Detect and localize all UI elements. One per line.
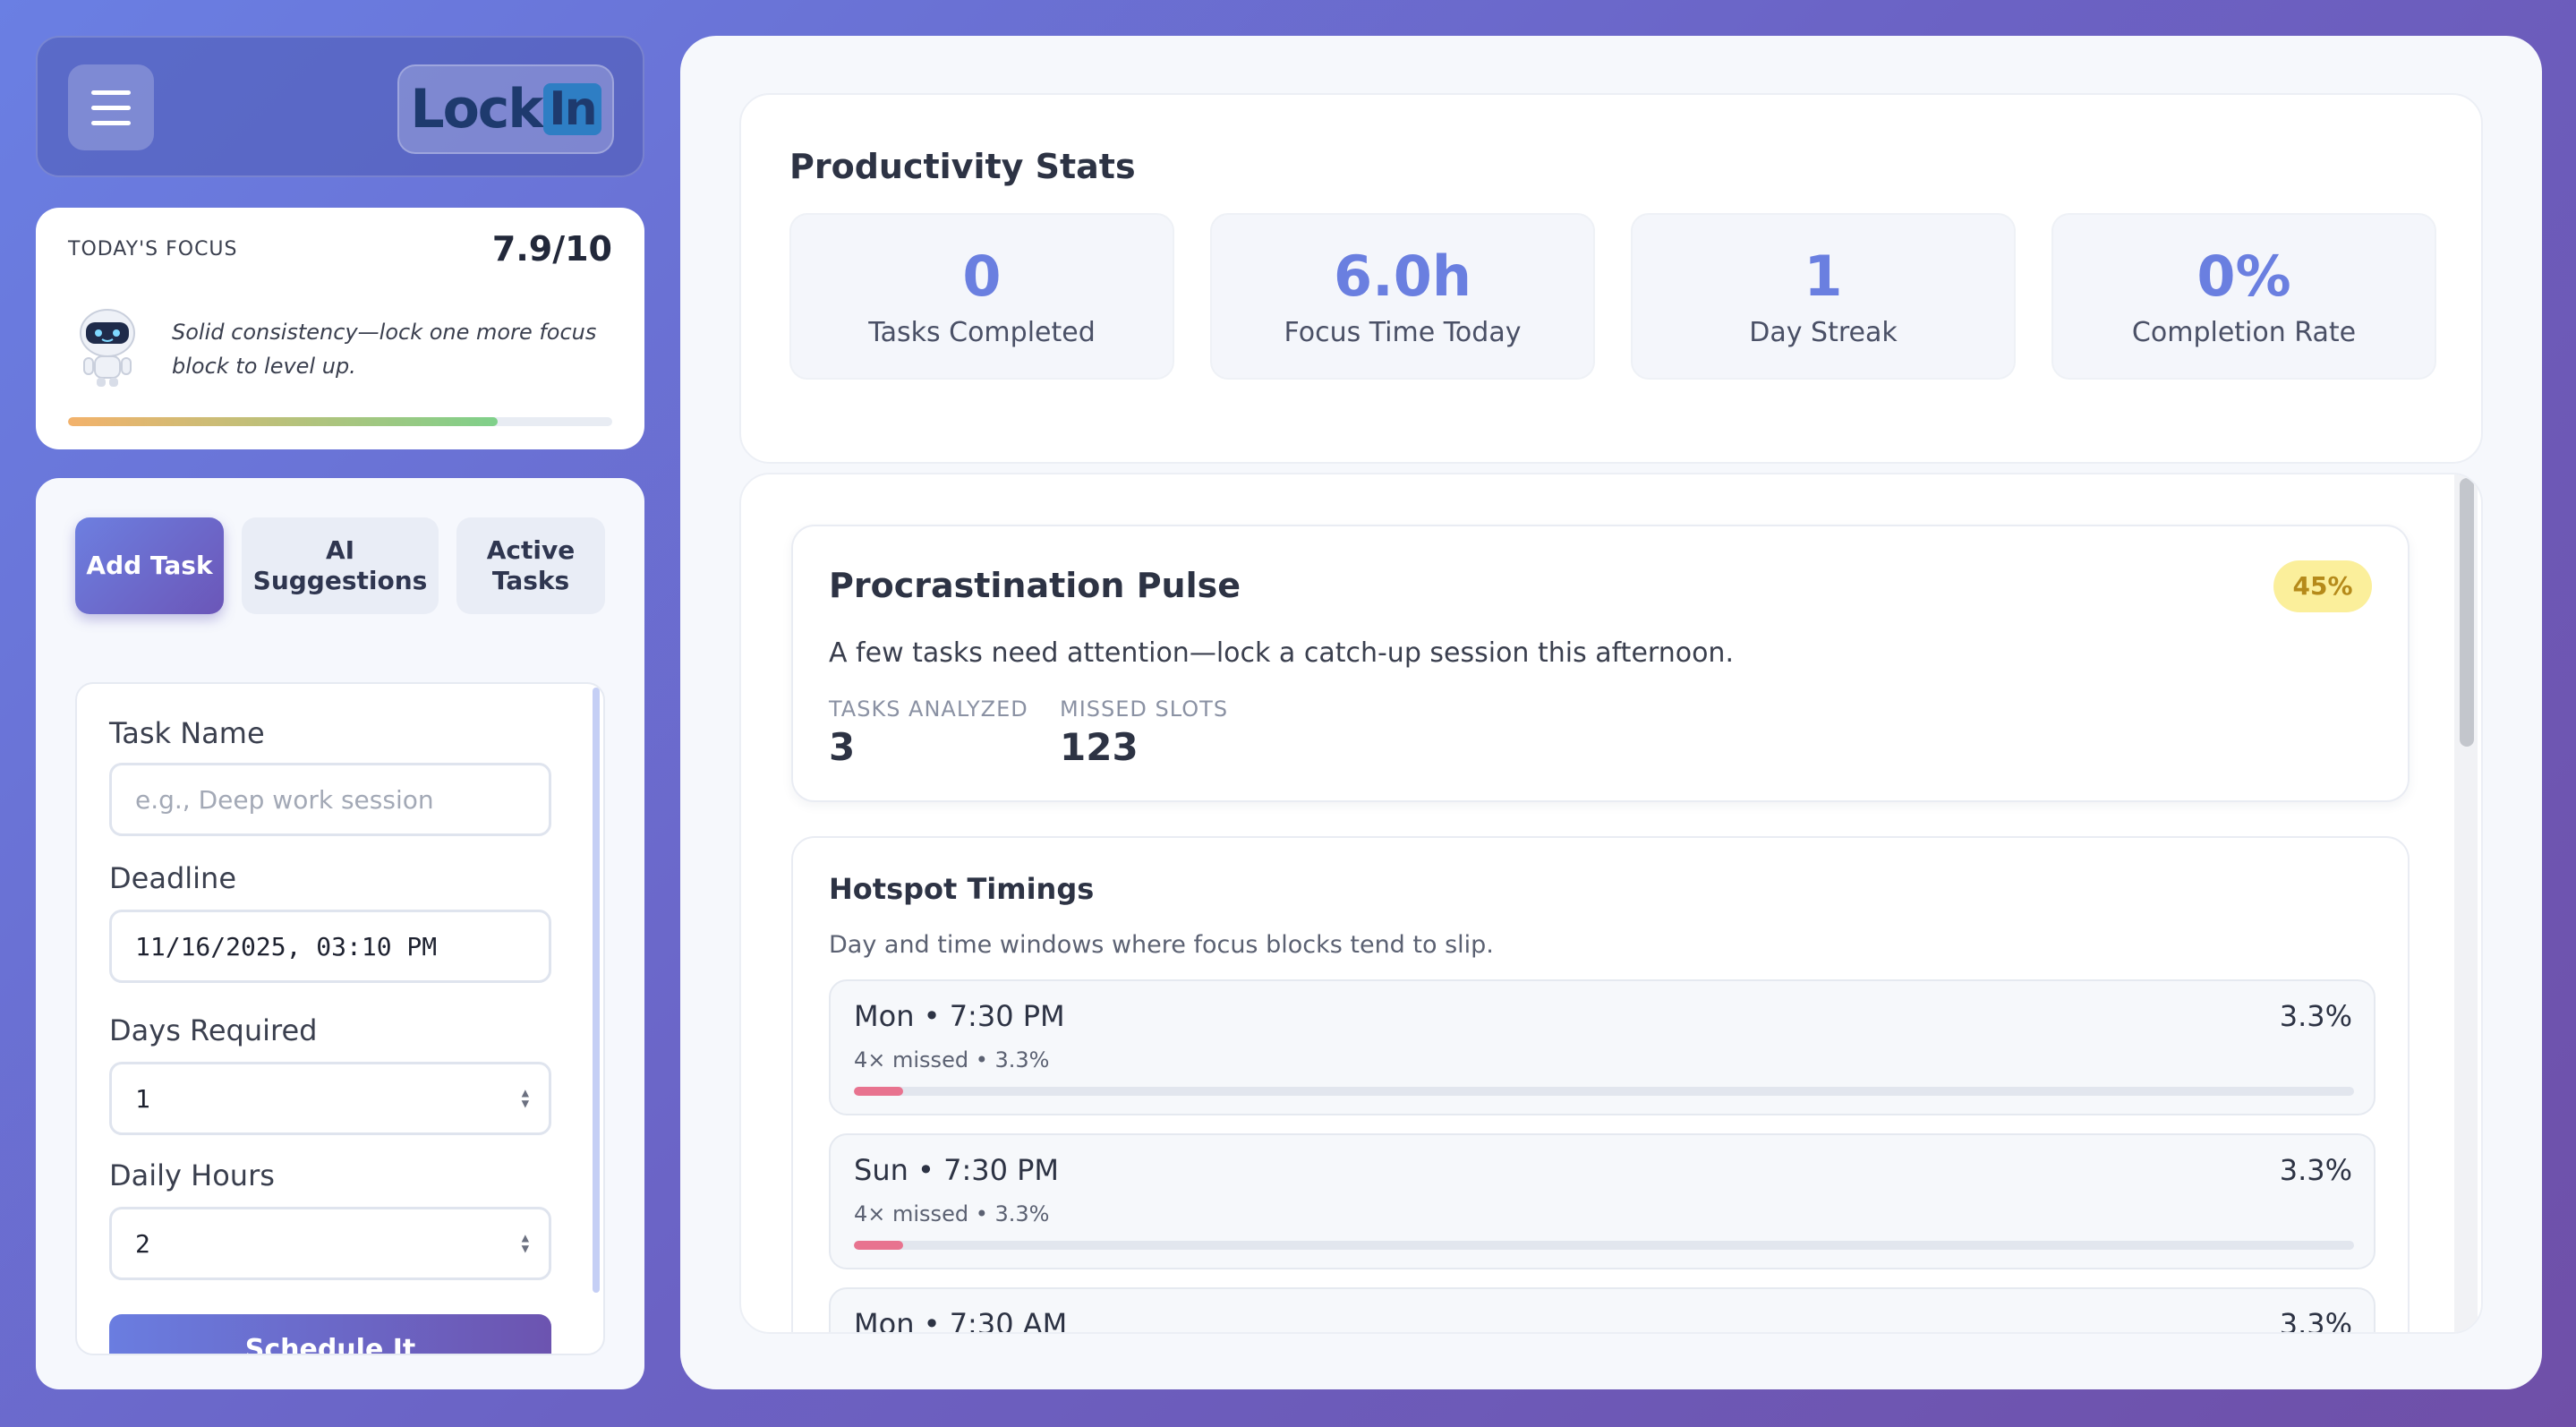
- hotspot-bar-fill: [854, 1241, 904, 1250]
- focus-label: TODAY'S FOCUS: [68, 238, 238, 261]
- task-name-input[interactable]: e.g., Deep work session: [109, 763, 551, 836]
- hotspot-item: Mon • 7:30 AM 3.3%: [829, 1287, 2376, 1334]
- productivity-stats-card: Productivity Stats 0 Tasks Completed 6.0…: [739, 93, 2483, 464]
- stat-focus-time: 6.0h Focus Time Today: [1210, 213, 1595, 380]
- logo-word: Lock: [410, 78, 543, 141]
- hours-stepper-icon[interactable]: ▲ ▼: [521, 1231, 529, 1256]
- focus-progress-bar: [68, 417, 612, 426]
- daily-hours-input[interactable]: 2 ▲ ▼: [109, 1207, 551, 1280]
- stat-tasks-completed: 0 Tasks Completed: [789, 213, 1174, 380]
- hotspot-name: Mon • 7:30 AM: [854, 1307, 1068, 1334]
- pulse-title: Procrastination Pulse: [829, 566, 1241, 605]
- focus-progress-fill: [68, 417, 499, 426]
- tasks-analyzed-value: 3: [829, 725, 856, 769]
- menu-line: [91, 90, 131, 95]
- task-name-label: Task Name: [109, 716, 265, 750]
- missed-slots-value: 123: [1060, 725, 1139, 769]
- robot-mascot-icon: [80, 309, 135, 387]
- deadline-input[interactable]: 11/16/2025, 03:10 PM: [109, 910, 551, 983]
- top-bar: Lock In: [36, 36, 644, 177]
- hotspot-detail: 4× missed • 3.3%: [854, 1201, 1050, 1226]
- tab-active-tasks[interactable]: Active Tasks: [456, 517, 605, 614]
- hotspot-name: Mon • 7:30 PM: [854, 999, 1065, 1033]
- form-scrollbar[interactable]: [593, 688, 600, 1293]
- stat-completion-rate: 0% Completion Rate: [2051, 213, 2436, 380]
- stat-value: 1: [1804, 244, 1843, 309]
- add-task-form: Task Name e.g., Deep work session Deadli…: [75, 682, 605, 1355]
- hotspot-item: Sun • 7:30 PM 3.3% 4× missed • 3.3%: [829, 1133, 2376, 1269]
- insights-scroll-panel: Procrastination Pulse 45% A few tasks ne…: [739, 473, 2483, 1334]
- menu-line: [91, 120, 131, 125]
- hotspot-percent: 3.3%: [2279, 999, 2352, 1033]
- stat-label: Day Streak: [1749, 317, 1898, 348]
- pulse-message: A few tasks need attention—lock a catch-…: [829, 637, 1734, 669]
- days-required-value: 1: [135, 1083, 150, 1114]
- hotspot-name: Sun • 7:30 PM: [854, 1153, 1060, 1187]
- hotspot-subtitle: Day and time windows where focus blocks …: [829, 931, 1494, 959]
- hotspot-bar: [854, 1087, 2354, 1096]
- menu-line: [91, 105, 131, 110]
- daily-hours-value: 2: [135, 1228, 150, 1259]
- stat-label: Focus Time Today: [1284, 317, 1522, 348]
- scrollbar-thumb[interactable]: [2460, 478, 2474, 747]
- schedule-it-button[interactable]: Schedule It: [109, 1314, 551, 1354]
- hamburger-menu-icon[interactable]: [68, 64, 154, 150]
- tasks-analyzed-label: TASKS ANALYZED: [829, 696, 1028, 722]
- stat-label: Completion Rate: [2131, 317, 2357, 348]
- hotspot-bar: [854, 1241, 2354, 1250]
- tab-ai-suggestions[interactable]: AI Suggestions: [242, 517, 439, 614]
- stat-day-streak: 1 Day Streak: [1631, 213, 2016, 380]
- task-tabs: Add Task AI Suggestions Active Tasks: [75, 517, 605, 614]
- focus-score: 7.9/10: [491, 229, 612, 269]
- hotspot-bar-fill: [854, 1087, 904, 1096]
- stat-value: 6.0h: [1334, 244, 1471, 309]
- stat-value: 0: [962, 244, 1002, 309]
- hotspot-timings-card: Hotspot Timings Day and time windows whe…: [791, 836, 2410, 1334]
- focus-message: Solid consistency—lock one more focus bl…: [172, 320, 597, 379]
- hotspot-item: Mon • 7:30 PM 3.3% 4× missed • 3.3%: [829, 979, 2376, 1115]
- missed-slots-label: MISSED SLOTS: [1060, 696, 1229, 722]
- hotspot-percent: 3.3%: [2279, 1153, 2352, 1187]
- daily-hours-label: Daily Hours: [109, 1158, 275, 1192]
- todays-focus-card: TODAY'S FOCUS 7.9/10 Solid consistency—l…: [36, 208, 644, 449]
- task-panel: Add Task AI Suggestions Active Tasks Tas…: [36, 478, 644, 1389]
- days-required-input[interactable]: 1 ▲ ▼: [109, 1062, 551, 1135]
- stat-value: 0%: [2196, 244, 2291, 309]
- stat-label: Tasks Completed: [868, 317, 1096, 348]
- hotspot-title: Hotspot Timings: [829, 872, 1095, 906]
- main-content: Productivity Stats 0 Tasks Completed 6.0…: [680, 36, 2542, 1389]
- days-required-label: Days Required: [109, 1013, 318, 1047]
- procrastination-pulse-card: Procrastination Pulse 45% A few tasks ne…: [791, 525, 2410, 802]
- logo-suffix: In: [543, 83, 601, 135]
- hotspot-detail: 4× missed • 3.3%: [854, 1047, 1050, 1072]
- deadline-label: Deadline: [109, 861, 236, 895]
- stats-title: Productivity Stats: [789, 147, 1136, 186]
- days-stepper-icon[interactable]: ▲ ▼: [521, 1086, 529, 1111]
- pulse-badge: 45%: [2273, 560, 2372, 612]
- app-logo[interactable]: Lock In: [397, 64, 614, 154]
- tab-add-task[interactable]: Add Task: [75, 517, 224, 614]
- hotspot-percent: 3.3%: [2279, 1307, 2352, 1334]
